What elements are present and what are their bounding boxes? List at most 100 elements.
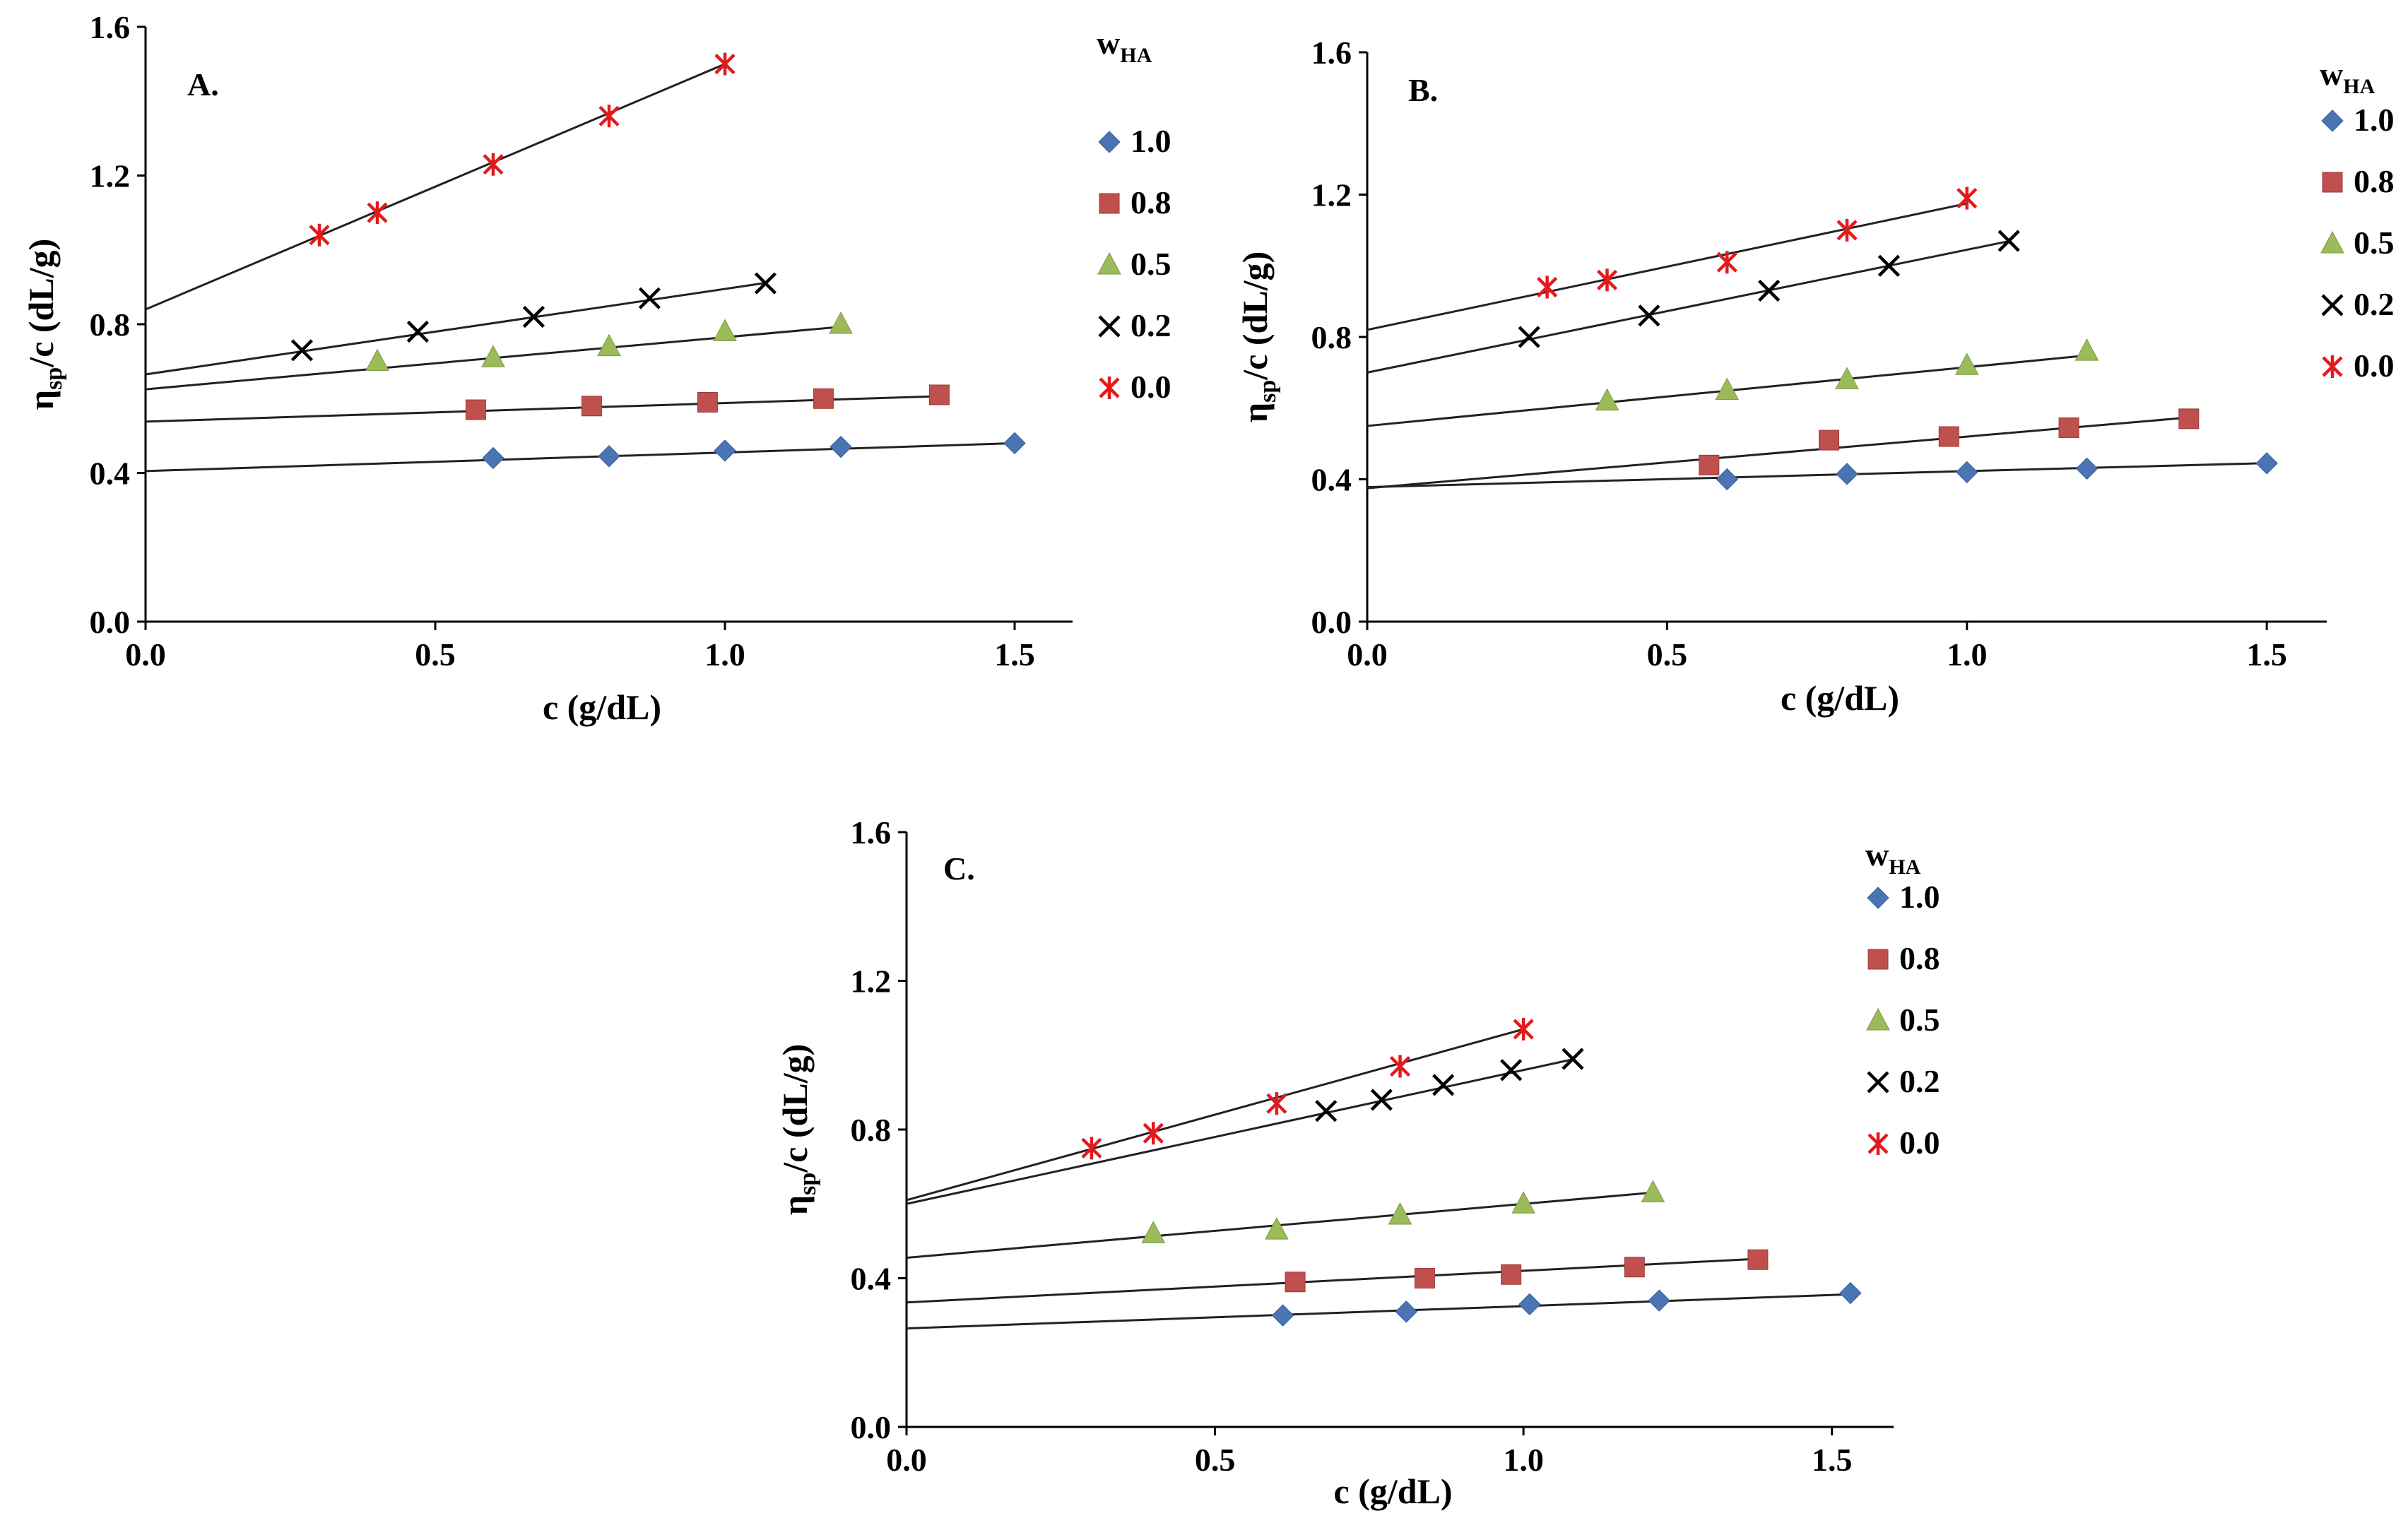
- legend-title: wHA: [2320, 56, 2375, 98]
- series-0.2: [1315, 1048, 1584, 1122]
- data-point: [1648, 1289, 1670, 1312]
- data-point: [2178, 408, 2200, 429]
- data-point: [1265, 1217, 1289, 1240]
- x-tick-label: 1.5: [994, 636, 1035, 672]
- legend-label: 0.0: [1899, 1125, 1940, 1161]
- data-point: [1758, 279, 1781, 302]
- y-tick-label: 0.4: [1311, 462, 1352, 498]
- legend-marker: [1867, 1071, 1889, 1094]
- fit-line-0.0: [1367, 202, 1968, 331]
- data-point: [1414, 1268, 1435, 1288]
- legend-marker: [1099, 377, 1120, 399]
- x-tick-label: 0.0: [125, 636, 166, 672]
- series-0.0: [309, 52, 736, 247]
- y-tick-label: 1.6: [851, 814, 892, 851]
- data-point: [309, 223, 330, 247]
- data-point: [465, 399, 486, 420]
- data-point: [1596, 268, 1618, 292]
- legend-marker: [2322, 355, 2343, 378]
- data-point: [406, 320, 429, 343]
- y-tick-label: 0.0: [851, 1409, 892, 1445]
- data-point: [1562, 1048, 1584, 1070]
- fit-line-0.8: [1367, 416, 2189, 490]
- legend-marker: [2320, 230, 2344, 254]
- data-point: [754, 272, 777, 295]
- legend-label: 0.2: [2354, 286, 2395, 322]
- legend-label: 0.0: [2354, 348, 2395, 384]
- legend-marker: [1098, 131, 1121, 153]
- data-point: [2255, 452, 2278, 475]
- x-axis-title: c (g/dL): [1333, 1471, 1452, 1511]
- data-point: [2074, 338, 2099, 361]
- data-point: [581, 396, 602, 417]
- data-point: [714, 439, 736, 462]
- fit-line-0.2: [145, 282, 766, 376]
- fit-line-1.0: [1367, 462, 2267, 489]
- data-point: [598, 445, 620, 468]
- y-tick-label: 0.0: [90, 604, 131, 640]
- series-1.0: [1716, 452, 2278, 491]
- legend-label: 1.0: [2354, 102, 2395, 138]
- legend-title: wHA: [1865, 836, 1921, 879]
- data-point: [830, 435, 852, 458]
- fit-line-0.2: [1367, 239, 2009, 374]
- data-point: [714, 52, 736, 76]
- data-point: [1501, 1264, 1522, 1285]
- legend-marker: [2322, 172, 2343, 193]
- panel-label: C.: [943, 851, 975, 887]
- legend-marker: [1098, 315, 1121, 338]
- fit-line-1.0: [906, 1293, 1851, 1330]
- panel-label: B.: [1408, 72, 1438, 108]
- x-tick-label: 0.5: [1647, 636, 1688, 672]
- series-1.0: [1271, 1281, 1862, 1327]
- fit-line-0.2: [906, 1058, 1574, 1205]
- y-tick-label: 1.2: [851, 964, 892, 1000]
- y-tick-label: 0.4: [851, 1261, 892, 1297]
- data-point: [1956, 186, 1978, 210]
- data-point: [1511, 1191, 1535, 1214]
- x-tick-label: 1.5: [1812, 1442, 1853, 1478]
- data-point: [1641, 1180, 1665, 1202]
- legend-label: 1.0: [1899, 879, 1940, 915]
- data-point: [638, 287, 661, 309]
- data-point: [1699, 454, 1720, 475]
- data-point: [1595, 388, 1619, 411]
- data-point: [482, 446, 504, 470]
- x-axis-title: c (g/dL): [1781, 678, 1899, 718]
- series-0.2: [1518, 230, 2020, 348]
- data-point: [1956, 461, 1978, 484]
- legend-label: 0.5: [2354, 225, 2395, 261]
- x-tick-label: 0.0: [1347, 636, 1388, 672]
- data-point: [2075, 457, 2099, 480]
- data-point: [1003, 432, 1026, 455]
- x-tick-label: 1.0: [704, 636, 745, 672]
- legend-label: 1.0: [1131, 123, 1171, 159]
- fit-line-0.0: [145, 63, 726, 311]
- data-point: [1285, 1272, 1306, 1293]
- panel-c: 0.0 0.4 0.8 1.2 1.6 0.0 0.5 1.0 1.5 c (g/dL) ηsp/c…: [775, 814, 1940, 1511]
- data-point: [2058, 417, 2079, 438]
- legend-label: 0.5: [1899, 1002, 1940, 1038]
- legend-label: 0.2: [1131, 307, 1171, 343]
- data-point: [290, 339, 313, 362]
- legend-marker: [1867, 949, 1889, 970]
- legend-marker: [1099, 193, 1120, 214]
- legend-marker: [1867, 887, 1889, 909]
- legend-label: 0.8: [1899, 940, 1940, 976]
- data-point: [1432, 1074, 1455, 1096]
- series-0.2: [290, 272, 777, 362]
- data-point: [1839, 1281, 1862, 1305]
- data-point: [598, 105, 620, 128]
- data-point: [1715, 377, 1740, 401]
- data-point: [365, 348, 389, 372]
- data-point: [1624, 1257, 1645, 1278]
- data-point: [1315, 1100, 1338, 1122]
- y-axis-title: ηsp/c (dL/g): [775, 1044, 821, 1215]
- x-tick-label: 1.0: [1503, 1442, 1544, 1478]
- y-tick-label: 0.8: [851, 1112, 892, 1148]
- data-point: [483, 153, 504, 176]
- x-tick-label: 1.0: [1947, 636, 1988, 672]
